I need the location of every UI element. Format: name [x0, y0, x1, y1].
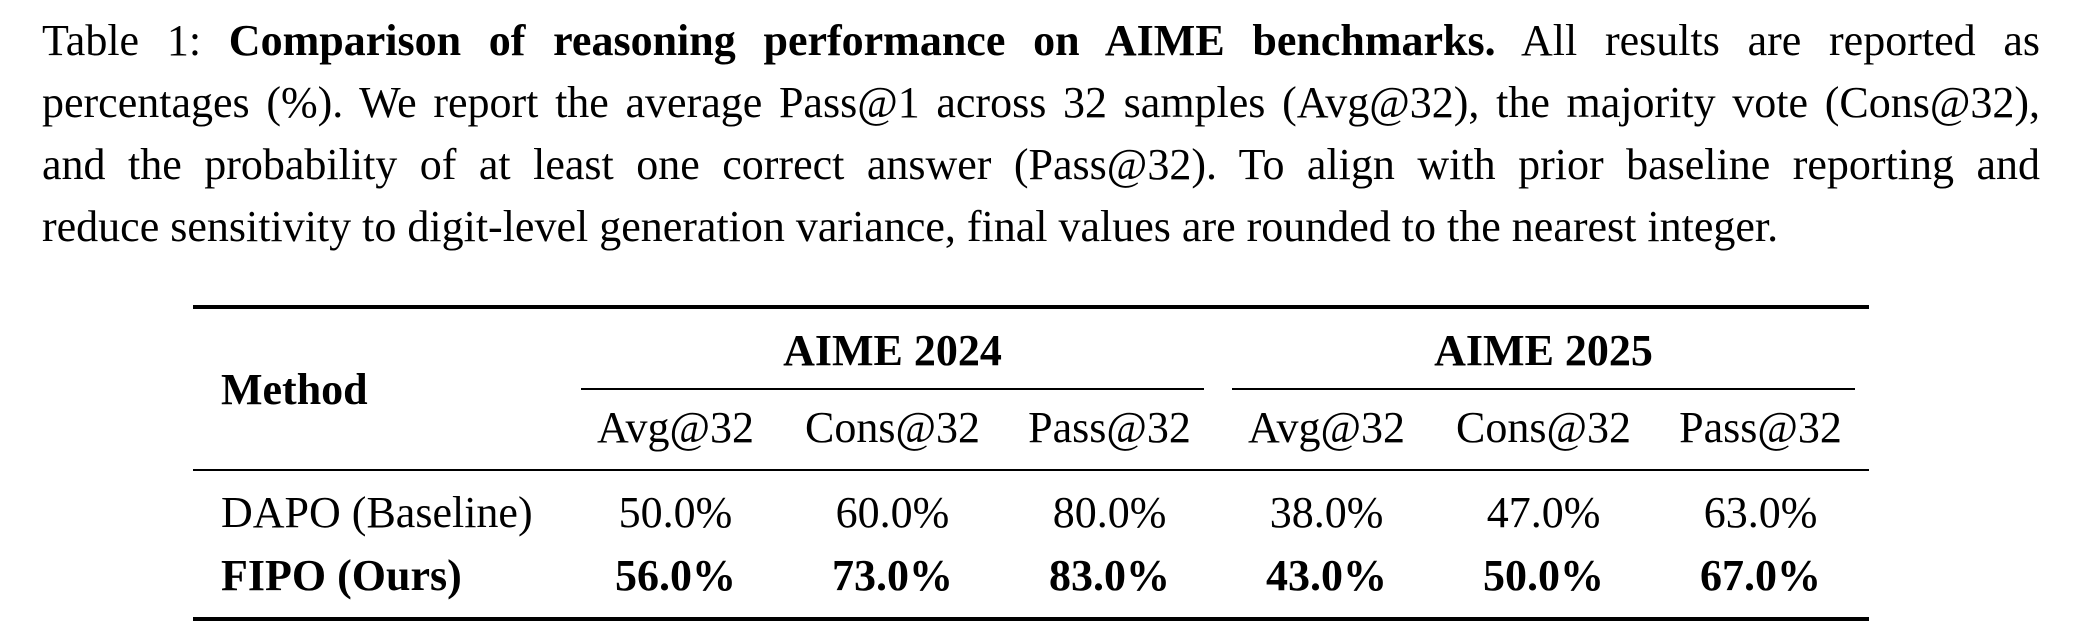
- caption-line1-rest: All results are reported as: [1520, 16, 2040, 65]
- caption-table-label: Table 1:: [42, 16, 229, 65]
- caption-line-1: Table 1: Comparison of reasoning perform…: [42, 10, 2040, 72]
- value-cell: 50.0%: [1483, 551, 1605, 600]
- value-cell: 63.0%: [1703, 488, 1818, 537]
- caption-line-4: reduce sensitivity to digit-level genera…: [42, 202, 1779, 251]
- group-header-aime-2024: AIME 2024: [567, 307, 1218, 390]
- value-cell: 73.0%: [832, 551, 953, 600]
- value-cell: 43.0%: [1266, 551, 1388, 600]
- method-cell: DAPO (Baseline): [221, 488, 533, 537]
- subheader-2024-cons: Cons@32: [805, 403, 980, 452]
- method-column-header: Method: [221, 364, 368, 414]
- value-cell: 80.0%: [1052, 488, 1167, 537]
- value-cell: 60.0%: [835, 488, 950, 537]
- subheader-2024-pass: Pass@32: [1028, 403, 1191, 452]
- group-header-row: Method AIME 2024 AIME 2025: [193, 307, 1869, 414]
- caption-bold-title: Comparison of reasoning performance on A…: [228, 16, 1496, 65]
- value-cell: 67.0%: [1700, 551, 1822, 600]
- caption-line-2: percentages (%). We report the average P…: [42, 78, 2040, 127]
- table-row-dapo-baseline: DAPO (Baseline) 50.0% 60.0% 80.0% 38.0% …: [193, 470, 1869, 544]
- value-cell: 83.0%: [1049, 551, 1171, 600]
- table-caption: Table 1: Comparison of reasoning perform…: [42, 10, 2040, 258]
- table-row-fipo-ours: FIPO (Ours) 56.0% 73.0% 83.0% 43.0% 50.0…: [193, 544, 1869, 619]
- value-cell: 38.0%: [1269, 488, 1384, 537]
- subheader-row: Avg@32 Cons@32 Pass@32 Avg@32 Cons@32 Pa…: [193, 390, 1869, 470]
- subheader-2025-avg: Avg@32: [1248, 403, 1406, 452]
- group-label-aime-2025: AIME 2025: [1232, 309, 1856, 390]
- subheader-2025-pass: Pass@32: [1679, 403, 1842, 452]
- group-label-aime-2024: AIME 2024: [581, 309, 1205, 390]
- value-cell: 47.0%: [1486, 488, 1601, 537]
- subheader-2025-cons: Cons@32: [1456, 403, 1632, 452]
- method-cell: FIPO (Ours): [221, 551, 462, 600]
- caption-line-3: and the probability of at least one corr…: [42, 140, 2040, 189]
- results-table: Method AIME 2024 AIME 2025 Avg@32 Cons@3…: [193, 305, 1870, 621]
- group-header-aime-2025: AIME 2025: [1218, 307, 1869, 390]
- value-cell: 56.0%: [615, 551, 736, 600]
- subheader-2024-avg: Avg@32: [596, 403, 755, 452]
- value-cell: 50.0%: [618, 488, 733, 537]
